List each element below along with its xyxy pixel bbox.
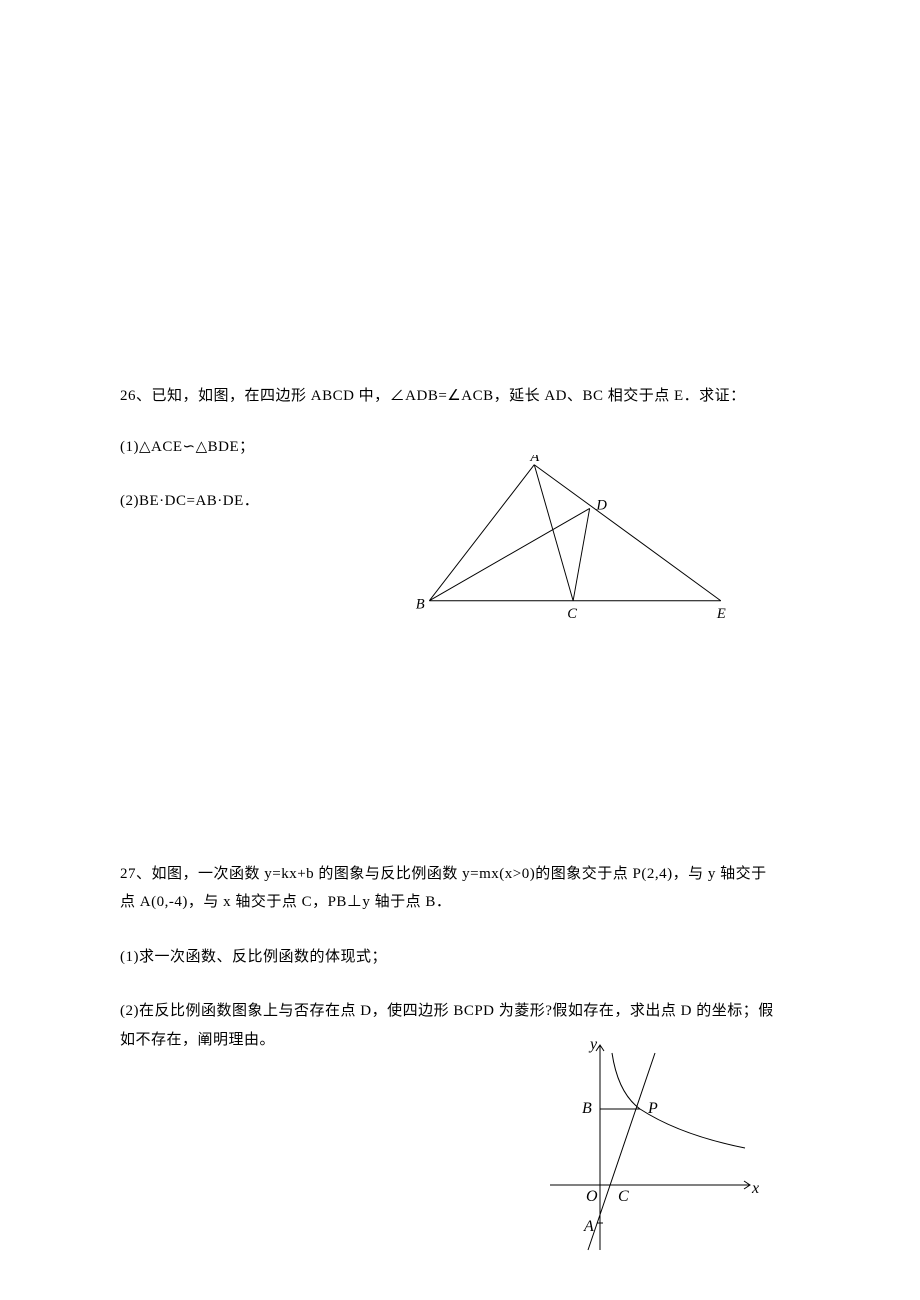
- q27-stem-line2: 点 A(0,-4)，与 x 轴交于点 C，PB⊥y 轴于点 B．: [120, 891, 810, 914]
- q26-diagram: A B C D E: [405, 455, 750, 625]
- svg-text:E: E: [716, 606, 726, 622]
- svg-text:C: C: [567, 606, 577, 622]
- svg-text:D: D: [595, 497, 607, 513]
- svg-text:x: x: [751, 1180, 759, 1197]
- svg-text:A: A: [583, 1218, 594, 1235]
- svg-text:C: C: [618, 1188, 629, 1205]
- q27-stem-line1: 27、如图，一次函数 y=kx+b 的图象与反比例函数 y=mx(x>0)的图象…: [120, 863, 810, 886]
- q27-part2-line1: (2)在反比例函数图象上与否存在点 D，使四边形 BCPD 为菱形?假如存在，求…: [120, 1000, 810, 1023]
- q27-part1: (1)求一次函数、反比例函数的体现式；: [120, 946, 810, 969]
- svg-text:O: O: [586, 1188, 598, 1205]
- svg-text:B: B: [416, 596, 425, 612]
- svg-text:P: P: [647, 1100, 658, 1117]
- q26-stem: 26、已知，如图，在四边形 ABCD 中，∠ADB=∠ACB，延长 AD、BC …: [120, 385, 810, 408]
- svg-text:y: y: [588, 1036, 598, 1053]
- svg-text:A: A: [529, 455, 539, 465]
- svg-text:B: B: [582, 1100, 592, 1117]
- q27-diagram: x y OA B C P: [540, 1035, 770, 1255]
